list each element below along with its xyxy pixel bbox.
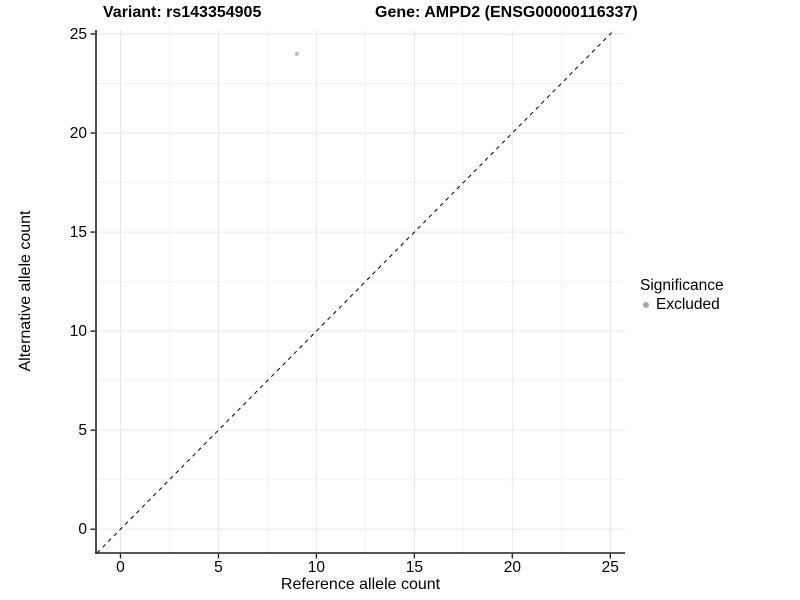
legend: Significance Excluded	[640, 277, 724, 313]
plot-title-gene: Gene: AMPD2 (ENSG00000116337)	[375, 4, 638, 21]
x-tick-label: 20	[504, 559, 522, 576]
plot-title-variant: Variant: rs143354905	[103, 4, 262, 21]
legend-item-label: Excluded	[656, 296, 720, 313]
x-tick-label: 15	[406, 559, 423, 576]
x-tick-label: 5	[214, 559, 223, 576]
y-tick-label: 5	[78, 422, 87, 439]
excluded-key-dot-icon	[643, 301, 649, 308]
y-axis-title: Alternative allele count	[17, 210, 34, 372]
y-tick-label: 0	[78, 521, 87, 538]
y-tick-label: 15	[70, 224, 87, 241]
y-tick-label: 10	[70, 323, 88, 340]
data-point-excluded	[294, 51, 300, 56]
x-tick-label: 0	[116, 559, 125, 576]
y-tick-label: 20	[70, 125, 88, 142]
x-tick-label: 25	[602, 559, 619, 576]
x-axis-title: Reference allele count	[280, 576, 441, 593]
x-tick-label: 10	[308, 559, 326, 576]
y-tick-label: 25	[70, 26, 87, 43]
legend-item-excluded: Excluded	[640, 296, 724, 313]
legend-title: Significance	[640, 277, 724, 294]
identity-dashed-line	[96, 29, 615, 554]
